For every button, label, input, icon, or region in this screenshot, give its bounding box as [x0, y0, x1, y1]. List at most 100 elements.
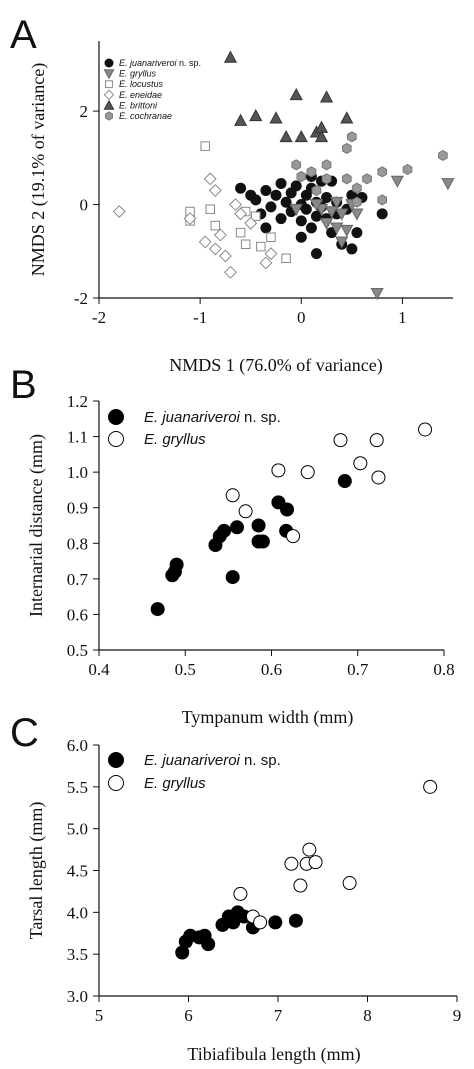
legend-marker [105, 80, 113, 89]
data-point [342, 876, 357, 891]
data-point [270, 189, 282, 201]
legend-label: E. gryllus [144, 431, 206, 448]
data-point [295, 215, 307, 227]
data-point [280, 502, 295, 517]
x-tick-label: 8 [363, 1006, 372, 1025]
data-point [302, 842, 317, 857]
legend-label: E. juanariveroi n. sp. [144, 409, 281, 426]
data-point [225, 488, 240, 503]
legend-label: E. brittoni [119, 100, 158, 110]
data-point [340, 111, 354, 124]
data-point [296, 170, 307, 183]
legend: E. juanariveroi n. sp. E. gryllus [108, 409, 281, 448]
series-1 [233, 779, 438, 930]
data-point [169, 557, 184, 572]
data-point [260, 222, 272, 234]
y-tick-label: 0.5 [67, 641, 88, 660]
series-0 [150, 474, 352, 617]
series-0 [175, 905, 303, 960]
data-point [218, 249, 232, 263]
data-point [264, 247, 278, 261]
x-tick-label: 0.4 [88, 660, 110, 679]
data-point [265, 201, 277, 213]
data-point [255, 534, 270, 549]
data-point [284, 856, 299, 871]
data-point [306, 166, 317, 178]
legend-marker [104, 58, 114, 68]
legend-marker [103, 69, 115, 80]
data-point [347, 131, 357, 143]
legend-label: E. gryllus [119, 69, 157, 79]
legend-marker [108, 775, 124, 791]
legend-label: E. juanariveroi n. sp. [119, 58, 201, 68]
y-tick-label: 1.1 [67, 428, 88, 447]
data-point [275, 213, 287, 225]
data-point [390, 175, 404, 188]
data-point [275, 178, 287, 190]
data-point [337, 474, 352, 489]
data-point [235, 182, 247, 194]
data-point [377, 194, 388, 206]
data-point [244, 216, 258, 230]
series-3 [112, 172, 278, 279]
x-tick-label: 9 [453, 1006, 462, 1025]
panel-letter-b: B [10, 363, 37, 407]
data-point [224, 265, 237, 279]
data-point [200, 141, 210, 151]
data-point [251, 211, 261, 221]
legend-label: E. juanariveroi n. sp. [144, 752, 281, 769]
data-point [321, 159, 332, 171]
data-point [289, 87, 303, 101]
data-point [438, 149, 448, 162]
data-point [183, 212, 197, 226]
y-tick-label: 1.2 [67, 392, 88, 411]
x-axis-title: Tympanum width (mm) [182, 707, 354, 728]
data-point [217, 523, 232, 538]
series-1 [289, 175, 455, 301]
y-tick-label: -2 [74, 289, 88, 308]
panel-letter-a: A [10, 13, 37, 57]
data-point [294, 129, 308, 143]
data-point [279, 129, 293, 143]
y-tick-label: 0 [80, 196, 89, 215]
data-point [238, 504, 253, 519]
data-point [371, 470, 386, 485]
y-axis-title: NMDS 2 (19.1% of variance) [28, 63, 49, 276]
data-point [203, 172, 217, 186]
data-point [330, 222, 344, 235]
legend-label: E. cochranae [119, 111, 172, 121]
data-point [314, 129, 329, 143]
x-tick-label: 1 [398, 308, 407, 327]
data-point [295, 231, 307, 243]
data-point [376, 208, 388, 220]
y-tick-label: 2 [80, 102, 89, 121]
y-tick-label: 1.0 [67, 463, 88, 482]
data-point [335, 236, 349, 249]
data-point [319, 90, 334, 103]
data-point [370, 287, 384, 301]
data-point [377, 166, 388, 178]
legend-marker [108, 752, 124, 768]
panel-a-scatter-plot: -2 -1 0 1 -2 0 2 NMDS 1 (76.0% of variance) NMDS… [28, 41, 455, 376]
x-tick-label: -2 [92, 308, 106, 327]
data-point [233, 886, 248, 901]
y-tick-label: 3.0 [67, 987, 88, 1006]
panel-letter-c: C [10, 711, 39, 755]
data-point [340, 224, 354, 238]
y-axis-title: Internarial distance (mm) [26, 434, 47, 617]
panel-c-scatter-plot: 5 6 7 8 9 3.0 3.5 4.0 4.5 5.0 5.5 6.0 Tibiafibula le… [26, 736, 461, 1065]
data-point [300, 203, 312, 215]
y-tick-label: 4.0 [67, 903, 88, 922]
x-tick-label: 5 [95, 1006, 104, 1025]
data-point [333, 433, 348, 448]
data-point [321, 173, 332, 185]
data-point [311, 184, 322, 197]
data-point [208, 184, 222, 197]
data-point [402, 163, 413, 176]
legend-marker [108, 409, 124, 425]
legend-label: E. locustus [119, 79, 164, 89]
data-point [266, 232, 276, 243]
data-point [281, 253, 291, 264]
